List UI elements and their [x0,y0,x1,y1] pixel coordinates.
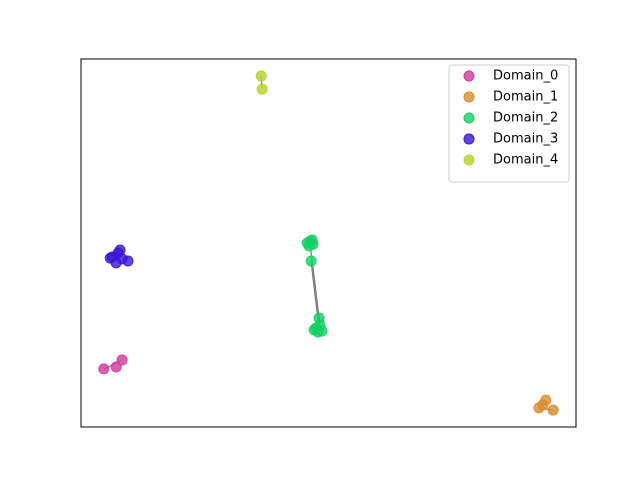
legend-label: Domain_4 [493,153,558,168]
node [110,361,122,373]
node [305,255,317,267]
legend-label: Domain_0 [493,69,558,84]
node [308,324,320,336]
legend-label: Domain_1 [493,90,558,105]
node [122,255,134,267]
node [116,354,128,366]
node [537,399,549,411]
node [256,83,268,95]
node [98,363,110,375]
legend-box [448,64,570,183]
legend-label: Domain_2 [493,111,558,126]
legend-marker [463,133,475,145]
node [104,252,116,264]
node [306,234,318,246]
node [255,70,267,82]
legend-marker [463,112,475,124]
node [547,404,559,416]
legend-marker [463,154,475,166]
node [313,312,325,324]
plot-frame [80,58,577,428]
node [114,244,126,256]
legend-marker [463,91,475,103]
legend-label: Domain_3 [493,132,558,147]
legend-marker [463,70,475,82]
